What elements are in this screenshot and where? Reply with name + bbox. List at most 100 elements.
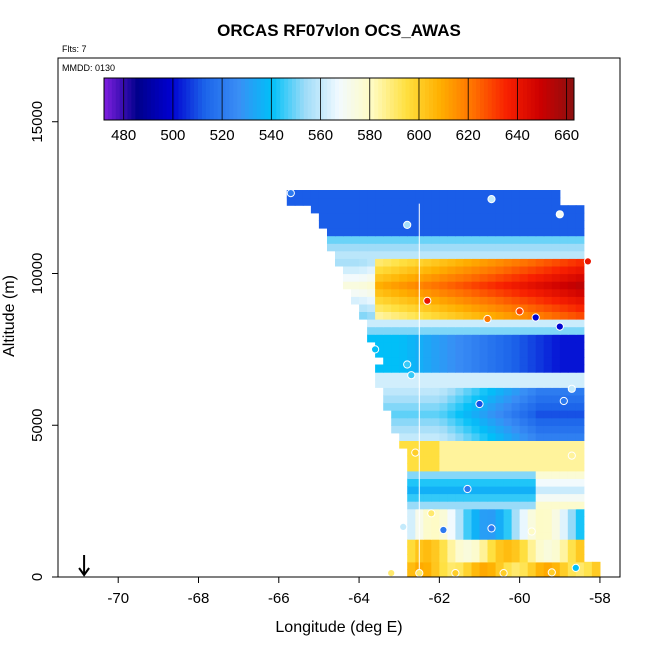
heatmap-cell [559,554,569,563]
heatmap-cell [463,319,472,328]
sample-point [531,313,540,322]
heatmap-cell [543,561,553,570]
colorbar-cell [346,78,352,120]
heatmap-cell [487,470,497,479]
heatmap-cell [471,531,481,540]
heatmap-cell [455,387,464,396]
heatmap-cell [447,235,456,244]
heatmap-cell [479,364,489,373]
colorbar-cell [464,78,469,120]
heatmap-cell [495,235,505,244]
heatmap-cell [335,220,344,229]
heatmap-cell [535,205,545,214]
heatmap-cell [511,402,521,411]
colorbar-cell [342,78,348,120]
heatmap-cell [543,281,553,290]
heatmap-cell [455,448,464,457]
heatmap-cell [479,326,489,335]
heatmap-cell [527,531,537,540]
heatmap-cell [527,197,537,206]
heatmap-cell [519,463,529,472]
heatmap-cell [455,228,464,237]
heatmap-cell [431,357,440,366]
heatmap-cell [543,243,553,252]
heatmap-cell [407,417,416,426]
heatmap-cell [527,250,537,259]
heatmap-cell [463,440,472,449]
heatmap-cell [559,569,569,577]
heatmap-cell [431,364,440,373]
sample-point [451,569,460,578]
heatmap-cell [463,281,472,290]
y-axis-label: Altitude (m) [1,275,18,357]
heatmap-cell [463,508,472,517]
heatmap-cell [431,197,440,206]
heatmap-cell [519,501,529,510]
heatmap-cell [535,311,545,320]
heatmap-cell [343,197,352,206]
heatmap-cell [519,250,529,259]
heatmap-cell [375,220,384,229]
heatmap-cell [503,326,513,335]
heatmap-cell [511,516,521,525]
heatmap-cell [407,516,416,525]
colorbar-cell [460,78,465,120]
heatmap-cell [495,417,505,426]
colorbar-cell [523,78,528,120]
colorbar-cell [217,78,222,120]
heatmap-cell [503,531,513,540]
heatmap-cell [559,357,569,366]
heatmap-cell [343,281,352,290]
heatmap-cell [511,470,521,479]
heatmap-cell [567,539,577,548]
colorbar-cell [374,78,379,120]
heatmap-cell [519,197,529,206]
heatmap-cell [423,235,432,244]
heatmap-cell [407,387,416,396]
heatmap-cell [519,417,529,426]
heatmap-cell [511,546,521,555]
heatmap-cell [351,235,360,244]
heatmap-cell [423,205,432,214]
heatmap-cell [479,387,489,396]
heatmap-cell [575,455,585,464]
heatmap-cell [359,250,368,259]
heatmap-cell [535,303,545,312]
heatmap-cell [447,258,456,267]
heatmap-cell [543,372,553,381]
heatmap-cell [447,372,456,381]
heatmap-cell [447,334,456,343]
heatmap-cell [375,190,384,199]
heatmap-cell [551,516,561,525]
heatmap-cell [503,273,513,282]
colorbar-cell [303,78,309,120]
heatmap-cell [327,243,336,252]
colorbar-cell [264,78,269,120]
heatmap-cell [359,281,368,290]
heatmap-cell [399,394,408,404]
heatmap-cell [487,516,497,525]
heatmap-cell [575,281,585,290]
heatmap-cell [527,516,537,525]
heatmap-cell [351,258,360,267]
heatmap-cell [447,455,456,464]
heatmap-cell [551,554,561,563]
heatmap-cell [479,319,489,328]
heatmap-cell [455,379,464,388]
heatmap-cell [463,569,472,577]
heatmap-cell [335,250,344,259]
heatmap-cell [439,417,448,426]
heatmap-cell [487,448,497,457]
heatmap-cell [391,402,400,411]
heatmap-cell [423,531,432,540]
heatmap-cell [327,220,336,229]
heatmap-cell [479,485,489,495]
heatmap-cell [439,394,448,404]
heatmap-cell [439,546,448,555]
colorbar-cell [425,78,430,120]
heatmap-cell [487,273,497,282]
heatmap-cell [519,341,529,350]
heatmap-cell [479,205,489,214]
heatmap-cell [487,235,497,244]
heatmap-cell [567,258,577,267]
